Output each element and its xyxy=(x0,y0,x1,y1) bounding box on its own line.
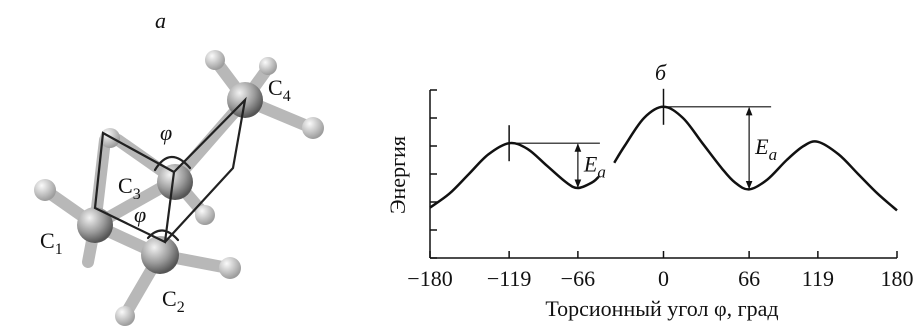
atom-index: 4 xyxy=(283,88,291,105)
x-axis-label: Торсионный угол φ, град xyxy=(545,296,778,321)
x-tick-label: 180 xyxy=(881,266,914,291)
y-axis-label: Энергия xyxy=(385,136,410,214)
atom-symbol: C xyxy=(268,75,283,100)
x-tick-label: −180 xyxy=(407,266,452,291)
atom-symbol: C xyxy=(40,228,55,253)
atom-symbol: C xyxy=(162,286,177,311)
angle-label: φ xyxy=(134,202,146,227)
barrier-label: Ea xyxy=(583,152,606,182)
atom-label: C3 xyxy=(118,173,141,203)
barrier-subscript: a xyxy=(597,163,606,182)
atom-index: 1 xyxy=(55,241,63,258)
atom-index: 2 xyxy=(177,299,185,316)
atom-label: C4 xyxy=(268,75,291,105)
angle-label: φ xyxy=(160,120,172,145)
panel-label: а xyxy=(155,8,166,33)
x-tick-label: 66 xyxy=(738,266,760,291)
barrier-symbol: E xyxy=(583,152,598,177)
x-tick-label: −66 xyxy=(561,266,595,291)
figure: а C1 C2 C3 C4 φ φ б Энергия Торсионный у… xyxy=(0,0,920,327)
x-tick-label: −119 xyxy=(487,266,532,291)
page: а C1 C2 C3 C4 φ φ б Энергия Торсионный у… xyxy=(0,0,920,327)
atom-label: C2 xyxy=(162,286,185,316)
barrier-label: Ea xyxy=(754,134,777,164)
barrier-subscript: a xyxy=(769,145,778,164)
barrier-symbol: E xyxy=(754,134,769,159)
atom-symbol: C xyxy=(118,173,133,198)
atom-index: 3 xyxy=(133,186,141,203)
x-tick-label: 119 xyxy=(802,266,834,291)
atom-label: C1 xyxy=(40,228,63,258)
x-tick-label: 0 xyxy=(658,266,669,291)
chart-title: б xyxy=(655,60,667,85)
